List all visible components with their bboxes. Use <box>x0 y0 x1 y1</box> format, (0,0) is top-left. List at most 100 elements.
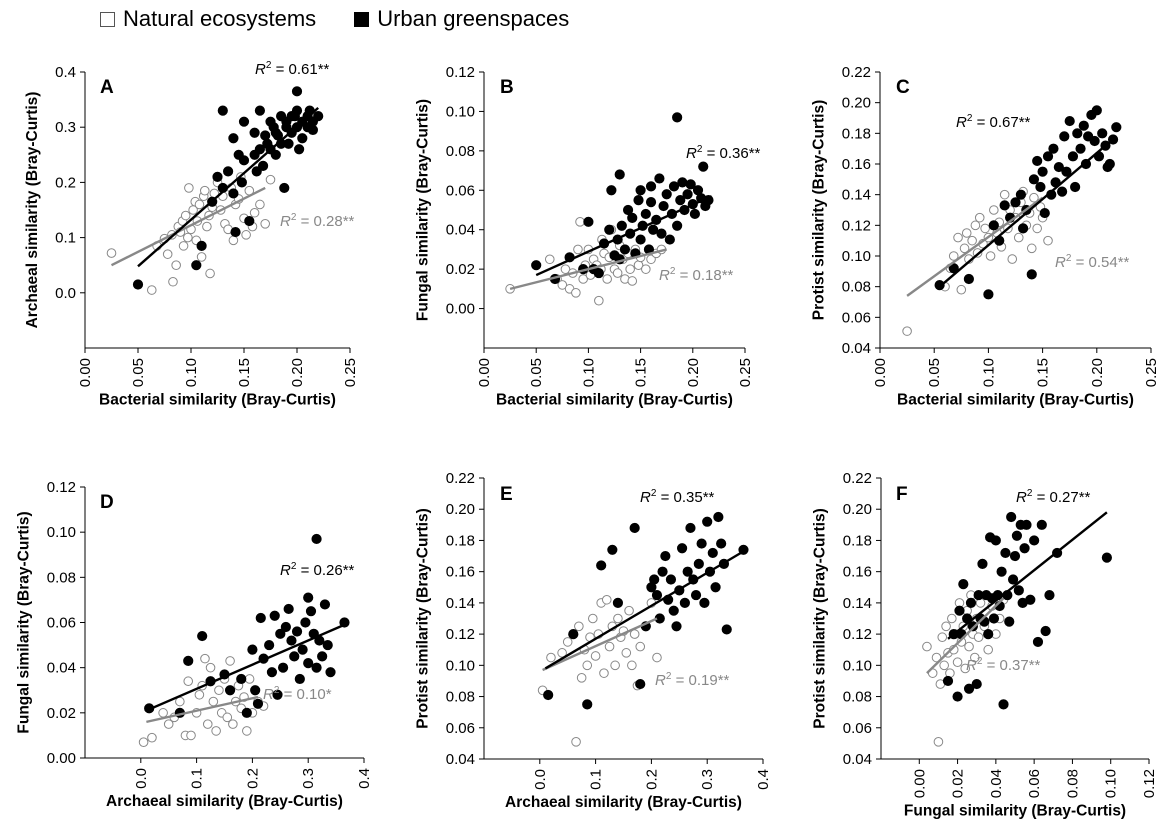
panel-a-natural-point <box>106 248 117 258</box>
panel-f-x-tick-label: 0.00 <box>911 769 928 798</box>
panel-f-urban-point <box>1101 552 1112 563</box>
panel-d-urban-point <box>247 644 258 655</box>
panel-a-urban-point <box>223 166 234 177</box>
panel-a-urban-point <box>196 240 207 251</box>
panel-f-urban-point <box>1044 589 1055 601</box>
panel-e-urban-point <box>582 699 593 710</box>
panel-e-urban-point <box>721 624 732 635</box>
panel-d-natural-point <box>211 726 221 736</box>
panel-c-urban-point <box>963 273 974 285</box>
panel-c-natural-point <box>956 284 967 295</box>
panel-d-natural-point <box>208 696 219 707</box>
panel-c-urban-point <box>1070 181 1081 193</box>
panel-f-x-title: Fungal similarity (Bray-Curtis) <box>904 802 1126 819</box>
panel-c-urban-point <box>1042 151 1054 162</box>
panel-c-y-tick-label: 0.22 <box>842 64 871 81</box>
panel-e-urban-point <box>702 516 713 527</box>
panel-d-y-tick-label: 0.06 <box>47 615 76 632</box>
panel-c-y-tick-label: 0.10 <box>842 248 871 265</box>
panel-d-urban-point <box>197 630 208 642</box>
panel-c-natural-point <box>902 326 912 336</box>
panel-e-y-tick-label: 0.12 <box>446 626 475 643</box>
panel-c-x-tick-label: 0.25 <box>1143 358 1160 387</box>
panel-f-urban-point <box>990 535 1001 546</box>
panel-e-x-tick-label: 0.1 <box>588 769 605 790</box>
panel-c-y-tick-label: 0.06 <box>842 309 871 326</box>
panel-f-urban-point <box>967 621 978 632</box>
panel-a-urban-point <box>279 182 290 194</box>
panel-a-natural-point <box>168 276 178 287</box>
panel-e-y-tick-label: 0.14 <box>446 595 475 612</box>
panel-a-urban-point <box>236 177 247 188</box>
panel-b-urban-point <box>645 197 657 208</box>
panel-c-y-tick-label: 0.08 <box>842 279 871 296</box>
panel-d-y-tick-label: 0.08 <box>47 569 76 586</box>
panel-a-y-tick-label: 0.3 <box>55 119 76 136</box>
panel-c-urban-point <box>1035 181 1046 193</box>
panel-a-urban-point <box>307 124 318 136</box>
panel-c-natural-point <box>961 228 972 238</box>
panel-f-y-tick-label: 0.18 <box>843 532 872 549</box>
panel-f-urban-point <box>971 678 982 690</box>
panel-d-natural-point <box>225 656 235 666</box>
panel-e-urban-point <box>685 522 696 534</box>
panel-b-y-tick-label: 0.12 <box>446 64 475 81</box>
panel-f-urban-point <box>1006 511 1017 523</box>
panel-b-natural-point <box>571 288 581 298</box>
panel-c-natural-point <box>1043 235 1053 246</box>
panel-a-urban-point <box>291 86 303 97</box>
panel-b-natural-r2-label: R2 = 0.18** <box>659 266 734 284</box>
panel-c-y-title: Protist similarity (Bray-Curtis) <box>811 100 828 321</box>
panel-e-natural-point <box>621 648 632 658</box>
panel-f-y-tick-label: 0.22 <box>843 470 872 487</box>
panel-e-urban-point <box>568 629 579 640</box>
legend-item-natural: Natural ecosystems <box>100 6 316 32</box>
panel-b-urban-point <box>531 260 542 271</box>
panel-a-natural-point <box>199 185 210 196</box>
panel-b-urban-point <box>614 169 625 180</box>
panel-c-urban-point <box>983 289 994 300</box>
panel-f-natural-point <box>922 641 932 652</box>
panel-a-urban-point <box>230 226 241 238</box>
panel-d-urban-point <box>311 662 322 673</box>
panel-c-urban-point <box>1061 166 1072 177</box>
panel-d-natural-point <box>138 737 149 747</box>
panel-c-natural-point <box>1026 243 1037 254</box>
panel-d-natural-point <box>214 685 224 696</box>
panel-c-natural-fit-line <box>906 196 1044 297</box>
panel-a-urban-point <box>238 155 250 166</box>
panel-f-x-tick-label: 0.06 <box>1026 769 1043 798</box>
panel-a-urban-point <box>212 171 223 182</box>
panel-a-x-tick-label: 0.25 <box>342 358 359 387</box>
panel-d-natural-point <box>194 689 205 700</box>
panel-c-urban-point <box>1010 197 1021 208</box>
panel-b-natural-point <box>578 274 588 284</box>
panel-e-natural-point <box>588 613 598 624</box>
panel-f-urban-point <box>983 629 994 640</box>
panel-f-y-tick-label: 0.10 <box>843 657 872 674</box>
panel-e-natural-point <box>582 660 593 671</box>
panel-e-natural-point <box>599 668 609 678</box>
panel-e-urban-point <box>693 558 704 569</box>
panel-d-x-tick-label: 0.2 <box>244 768 261 789</box>
panel-e-urban-point <box>657 566 668 577</box>
panel-c-x-tick-label: 0.05 <box>926 358 943 387</box>
panel-e-urban-point <box>679 597 690 608</box>
panel-e-y-tick-label: 0.20 <box>446 501 475 518</box>
panel-c-x-tick-label: 0.10 <box>980 358 997 387</box>
panel-e-y-title: Protist similarity (Bray-Curtis) <box>415 508 432 729</box>
panel-c-urban-point <box>1053 161 1064 173</box>
panel-f-urban-point <box>954 605 965 616</box>
panel-d-urban-point <box>275 628 286 639</box>
panel-e-natural-point <box>627 660 637 671</box>
legend-swatch-urban <box>354 11 370 27</box>
panel-f-x-tick-label: 0.02 <box>950 769 967 798</box>
panel-c-natural-point <box>989 205 999 215</box>
panel-d-urban-point <box>325 667 336 678</box>
panel-f-y-tick-label: 0.20 <box>843 501 872 518</box>
panel-e-natural-point <box>635 641 646 652</box>
panel-f-y-tick-label: 0.06 <box>843 720 872 737</box>
panel-f-urban-point <box>1013 585 1024 596</box>
panel-c-natural-r2-label: R2 = 0.54** <box>1055 253 1130 271</box>
panel-d-y-tick-label: 0.00 <box>47 750 76 767</box>
